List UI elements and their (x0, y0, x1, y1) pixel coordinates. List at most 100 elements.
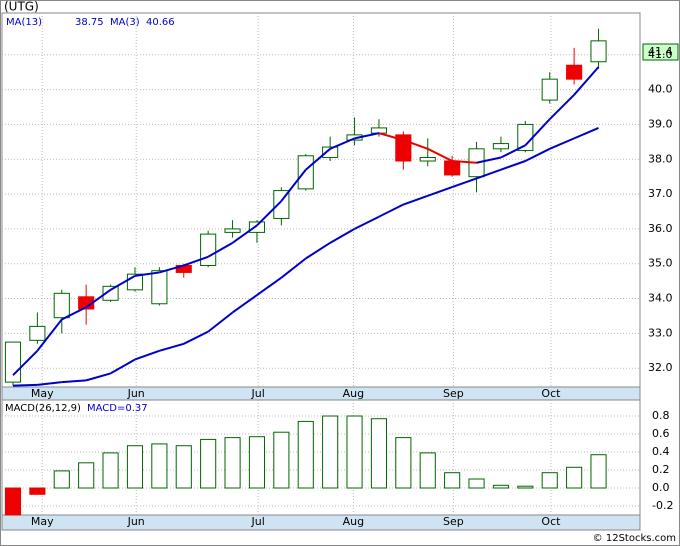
macd-bar (29, 487, 46, 495)
ma-line (159, 264, 185, 274)
macd-panel (1, 399, 641, 516)
ma-line (329, 228, 356, 244)
candle-body (444, 160, 461, 176)
ma-line (231, 294, 258, 314)
macd-bar (492, 484, 509, 489)
y-tick-label: 41.0 (648, 48, 673, 61)
last-price-box (642, 43, 679, 61)
x-tick-label: Jul (251, 387, 265, 400)
macd-bar (175, 445, 192, 489)
y-tick-label: 37.0 (648, 187, 673, 200)
ma-line (573, 126, 599, 140)
macd-bar (468, 478, 485, 489)
ma-line (573, 66, 600, 96)
candle-body (541, 78, 558, 101)
legend-label: MA(3) (110, 17, 140, 28)
x-tick-label: Jun (127, 515, 145, 528)
macd-bar (126, 445, 144, 489)
ma-line (378, 203, 404, 218)
candle-body (200, 233, 217, 266)
x-tick-label: Sep (443, 515, 464, 528)
ma-line (134, 271, 160, 277)
ma-line (207, 241, 234, 258)
month-strip (1, 514, 641, 531)
candle-body (297, 155, 314, 190)
ma-line (524, 118, 551, 147)
price-panel (1, 12, 641, 388)
ma-line (85, 372, 111, 382)
candle-body (151, 270, 168, 305)
ma-line (280, 169, 307, 202)
x-tick-label: Oct (541, 515, 561, 528)
y-tick-label: 0.8 (652, 409, 670, 422)
ma-line (85, 289, 112, 309)
y-tick-label: 0.6 (652, 427, 670, 440)
macd-bar (370, 418, 388, 489)
ma-line (378, 132, 404, 142)
ma-line (549, 94, 575, 120)
macd-bar (200, 438, 217, 489)
ma-line (305, 148, 331, 171)
ma-line (476, 156, 502, 164)
candle-body (492, 143, 509, 150)
ma-line (12, 350, 39, 376)
ma-line (256, 276, 282, 296)
ma-line (231, 224, 258, 244)
ma-line (403, 194, 429, 206)
y-tick-label: 39.0 (648, 117, 673, 130)
candle-body (29, 325, 46, 341)
copyright: © 12Stocks.com (593, 533, 676, 544)
macd-bar (419, 452, 436, 489)
macd-bar (566, 466, 583, 489)
macd-bar (4, 487, 22, 516)
ma-line (12, 383, 38, 387)
ma-line (354, 215, 380, 230)
y-tick-label: 0.2 (652, 463, 670, 476)
candle-body (322, 146, 339, 159)
candle-body (370, 127, 388, 134)
ma-line (427, 147, 453, 162)
macd-bar (151, 443, 168, 489)
legend-value: 38.75 (75, 17, 104, 28)
y-tick-label: 36.0 (648, 222, 673, 235)
ma-line (549, 137, 575, 150)
y-tick-label: 38.0 (648, 152, 673, 165)
candle-body (566, 64, 583, 80)
ma-line (207, 311, 234, 333)
candle-body (419, 157, 436, 162)
chart-title: (UTG) (4, 0, 39, 14)
macd-bar (590, 454, 607, 489)
x-tick-label: May (31, 515, 54, 528)
x-tick-label: Sep (443, 387, 464, 400)
y-tick-label: 40.0 (648, 83, 673, 96)
x-tick-label: Oct (541, 387, 561, 400)
candle-body (4, 341, 22, 383)
legend-label: MA(13) (6, 17, 42, 28)
candle-body (248, 221, 266, 233)
candle-body (102, 285, 119, 301)
ma-line (61, 379, 87, 384)
ma-line (134, 349, 160, 361)
ma-line (305, 241, 331, 260)
ma-line (452, 160, 477, 164)
macd-label: MACD=0.37 (87, 403, 148, 414)
ma-line (500, 144, 526, 159)
candle-body (590, 40, 607, 63)
ma-line (329, 137, 355, 150)
x-tick-label: May (31, 387, 54, 400)
macd-bar (444, 472, 461, 489)
x-tick-label: Jun (127, 387, 145, 400)
macd-bar (322, 415, 339, 489)
macd-bar (78, 462, 95, 489)
y-tick-label: 32.0 (648, 361, 673, 374)
ma-line (476, 168, 502, 180)
candle-body (53, 292, 70, 319)
ma-line (110, 358, 136, 375)
ma-line (403, 139, 429, 150)
macd-bar (517, 485, 534, 489)
ma-line (354, 132, 380, 140)
y-tick-label: 33.0 (648, 326, 673, 339)
ma-line (183, 255, 209, 267)
